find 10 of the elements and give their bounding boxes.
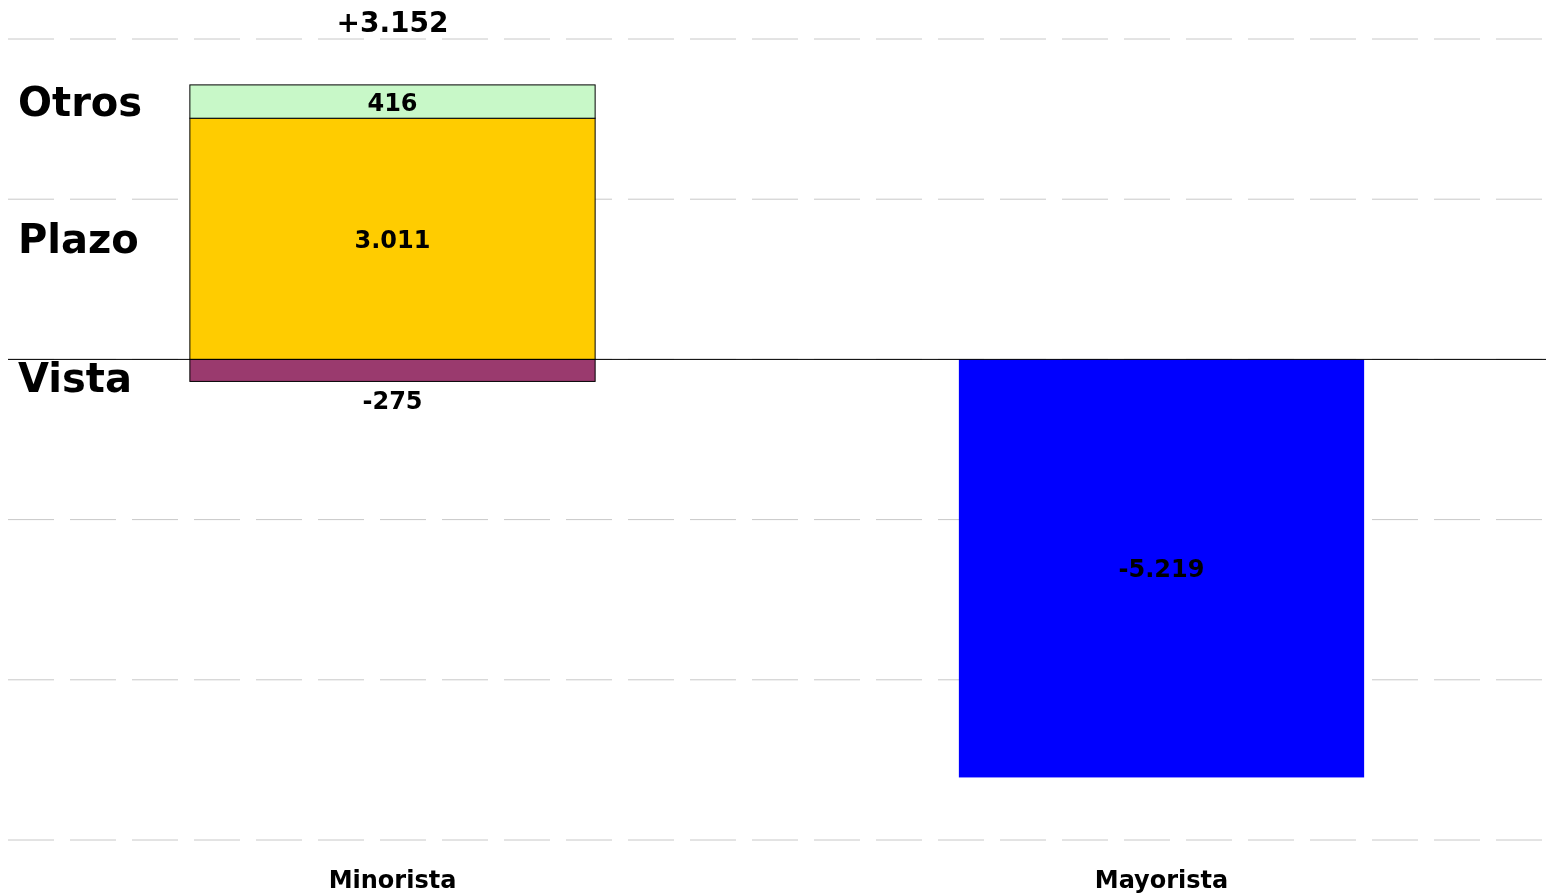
series-label: Otros xyxy=(18,78,143,125)
series-label: Vista xyxy=(18,355,132,402)
data-label: 416 xyxy=(367,88,418,117)
data-label: 3.011 xyxy=(354,225,431,254)
x-tick-label: Mayorista xyxy=(1094,866,1229,894)
data-label: -5.219 xyxy=(1118,555,1205,584)
total-label: +3.152 xyxy=(336,6,449,39)
series-label: Plazo xyxy=(18,215,139,262)
x-tick-label: Minorista xyxy=(328,866,457,894)
data-label: -275 xyxy=(362,387,423,416)
